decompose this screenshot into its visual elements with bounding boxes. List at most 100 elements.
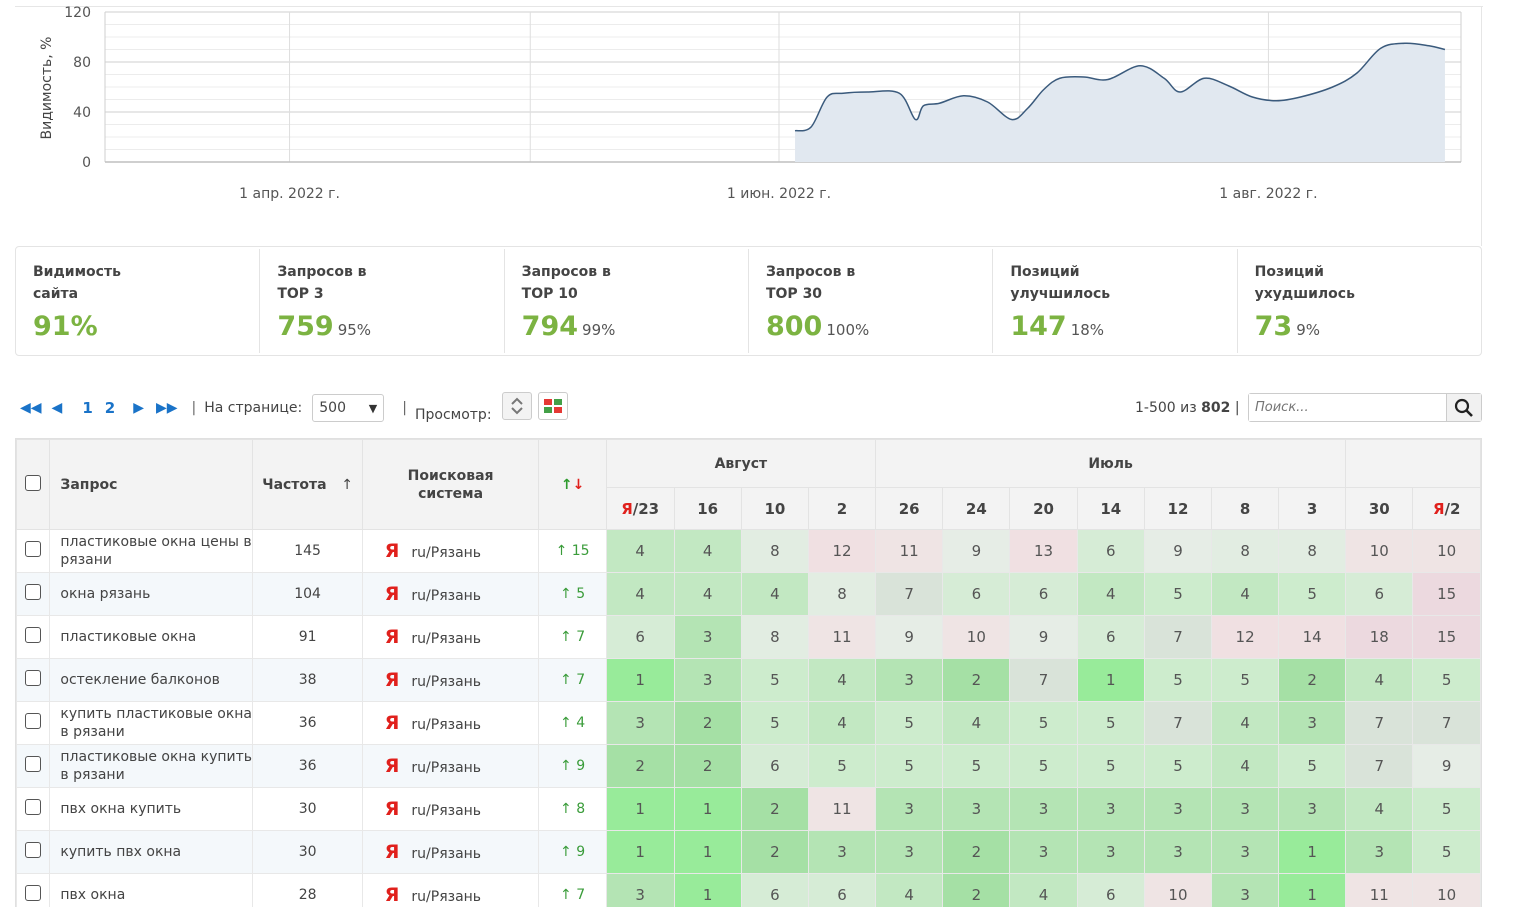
row-checkbox[interactable] — [25, 670, 42, 686]
position-cell[interactable]: 3 — [605, 873, 675, 907]
position-cell[interactable]: 3 — [1076, 830, 1145, 874]
position-cell[interactable]: 6 — [1076, 529, 1145, 573]
position-cell[interactable]: 4 — [1009, 873, 1078, 907]
position-cell[interactable]: 2 — [942, 830, 1011, 874]
first-page-icon[interactable]: ◀◀ — [20, 400, 42, 416]
query-cell[interactable]: остекление балконов — [49, 658, 254, 702]
query-cell[interactable]: купить пластиковые окна в рязани — [49, 701, 254, 745]
position-cell[interactable]: 11 — [807, 615, 877, 659]
freq-header[interactable]: Частота ↑ — [252, 439, 363, 530]
position-cell[interactable]: 7 — [1345, 744, 1414, 788]
per-page-select[interactable]: 500 ▼ — [312, 394, 385, 422]
position-cell[interactable]: 3 — [1211, 830, 1280, 874]
position-cell[interactable]: 3 — [875, 787, 944, 831]
date-header[interactable]: 24 — [942, 487, 1011, 530]
position-cell[interactable]: 8 — [807, 572, 877, 616]
last-page-icon[interactable]: ▶▶ — [155, 400, 178, 416]
position-cell[interactable]: 6 — [1345, 572, 1414, 616]
position-cell[interactable]: 1 — [673, 873, 742, 907]
row-checkbox[interactable] — [25, 541, 42, 557]
position-cell[interactable]: 9 — [942, 529, 1011, 573]
row-checkbox[interactable] — [25, 584, 42, 600]
date-header[interactable]: 30 — [1345, 487, 1414, 530]
position-cell[interactable]: 3 — [807, 830, 877, 874]
position-cell[interactable]: 8 — [740, 529, 810, 573]
position-cell[interactable]: 11 — [875, 529, 944, 573]
date-header[interactable]: 10 — [740, 487, 810, 530]
search-button[interactable] — [1446, 394, 1481, 421]
query-cell[interactable]: пластиковые окна цены в рязани — [49, 529, 254, 573]
position-cell[interactable]: 1 — [605, 830, 675, 874]
position-cell[interactable]: 3 — [1345, 830, 1414, 874]
position-cell[interactable]: 11 — [807, 787, 877, 831]
search-input[interactable] — [1249, 394, 1446, 421]
date-header[interactable]: 8 — [1211, 487, 1280, 530]
date-header[interactable]: 26 — [875, 487, 944, 530]
row-checkbox[interactable] — [25, 885, 42, 901]
position-cell[interactable]: 3 — [1009, 787, 1078, 831]
position-cell[interactable]: 5 — [1076, 744, 1145, 788]
position-cell[interactable]: 3 — [875, 658, 944, 702]
position-cell[interactable]: 2 — [942, 873, 1011, 907]
position-cell[interactable]: 8 — [1211, 529, 1280, 573]
position-cell[interactable]: 3 — [1143, 830, 1213, 874]
position-cell[interactable]: 1 — [605, 787, 675, 831]
position-cell[interactable]: 4 — [807, 701, 877, 745]
position-cell[interactable]: 6 — [740, 744, 810, 788]
position-cell[interactable]: 4 — [673, 572, 742, 616]
position-cell[interactable]: 1 — [673, 787, 742, 831]
position-cell[interactable]: 7 — [1345, 701, 1414, 745]
query-cell[interactable]: окна рязань — [49, 572, 254, 616]
position-cell[interactable]: 15 — [1412, 572, 1481, 616]
position-cell[interactable]: 1 — [1278, 830, 1347, 874]
position-cell[interactable]: 5 — [1009, 744, 1078, 788]
position-cell[interactable]: 9 — [1009, 615, 1078, 659]
position-cell[interactable]: 3 — [1278, 787, 1347, 831]
position-cell[interactable]: 5 — [1143, 658, 1213, 702]
query-header[interactable]: Запрос — [49, 439, 254, 530]
position-cell[interactable]: 4 — [740, 572, 810, 616]
position-cell[interactable]: 4 — [605, 529, 675, 573]
position-cell[interactable]: 3 — [875, 830, 944, 874]
date-header[interactable]: 3 — [1278, 487, 1347, 530]
row-checkbox[interactable] — [25, 627, 42, 643]
date-header[interactable]: Я/23 — [605, 487, 675, 530]
position-cell[interactable]: 3 — [1009, 830, 1078, 874]
position-cell[interactable]: 4 — [875, 873, 944, 907]
position-cell[interactable]: 3 — [1211, 787, 1280, 831]
position-cell[interactable]: 8 — [1278, 529, 1347, 573]
date-header[interactable]: Я/2 — [1412, 487, 1481, 530]
position-cell[interactable]: 4 — [673, 529, 742, 573]
position-cell[interactable]: 4 — [1345, 658, 1414, 702]
position-cell[interactable]: 6 — [942, 572, 1011, 616]
select-all-checkbox[interactable] — [25, 474, 42, 491]
position-cell[interactable]: 4 — [1211, 701, 1280, 745]
position-cell[interactable]: 1 — [673, 830, 742, 874]
position-cell[interactable]: 4 — [1345, 787, 1414, 831]
position-cell[interactable]: 7 — [1143, 615, 1213, 659]
position-cell[interactable]: 10 — [1345, 529, 1414, 573]
position-cell[interactable]: 6 — [740, 873, 810, 907]
position-cell[interactable]: 2 — [605, 744, 675, 788]
prev-page-icon[interactable]: ◀ — [51, 400, 63, 416]
position-cell[interactable]: 5 — [942, 744, 1011, 788]
position-cell[interactable]: 10 — [1412, 873, 1481, 907]
position-cell[interactable]: 4 — [1211, 572, 1280, 616]
row-checkbox[interactable] — [25, 799, 42, 815]
compact-view-icon[interactable] — [501, 392, 532, 420]
position-cell[interactable]: 1 — [1076, 658, 1145, 702]
position-cell[interactable]: 3 — [942, 787, 1011, 831]
row-checkbox[interactable] — [25, 756, 42, 772]
position-cell[interactable]: 3 — [1143, 787, 1213, 831]
position-cell[interactable]: 2 — [942, 658, 1011, 702]
position-cell[interactable]: 5 — [1412, 830, 1481, 874]
position-cell[interactable]: 10 — [1412, 529, 1481, 573]
position-cell[interactable]: 12 — [1211, 615, 1280, 659]
position-cell[interactable]: 5 — [875, 701, 944, 745]
position-cell[interactable]: 4 — [1076, 572, 1145, 616]
